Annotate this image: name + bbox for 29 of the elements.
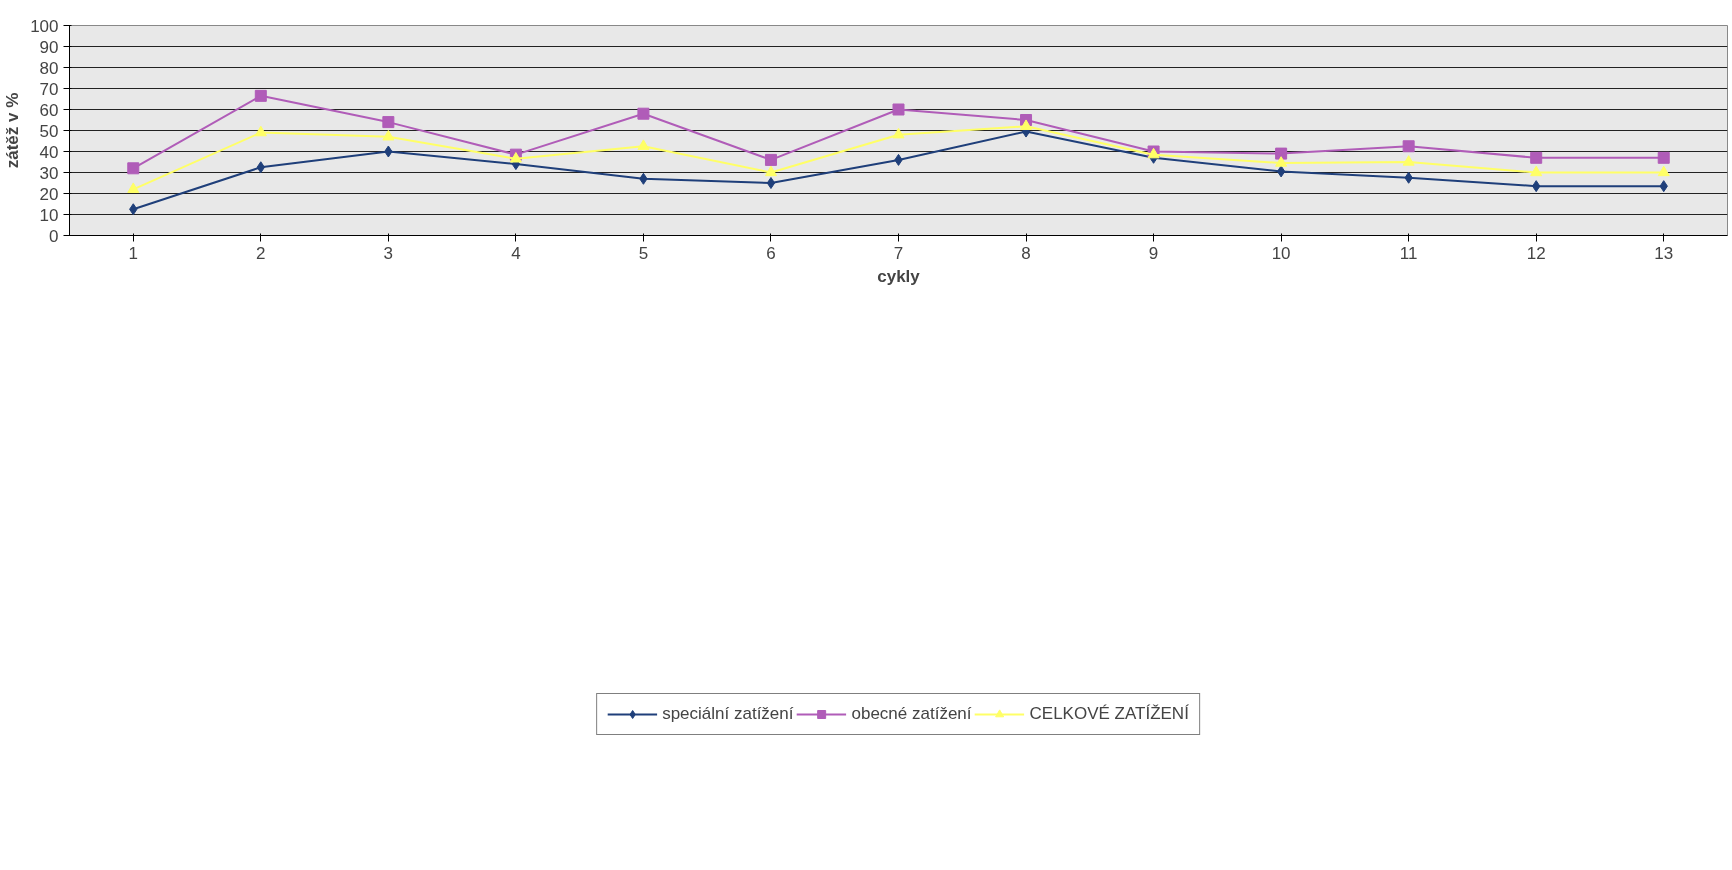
legend-label: speciální zatížení xyxy=(662,704,794,724)
x-tick-label: 1 xyxy=(128,243,139,263)
x-axis-title: cykly xyxy=(877,266,921,286)
legend-label: obecné zatížení xyxy=(851,704,972,724)
x-tick-label: 7 xyxy=(893,243,904,263)
x-tick-label: 13 xyxy=(1654,243,1674,263)
legend-label: CELKOVÉ ZATÍŽENÍ xyxy=(1029,704,1189,724)
x-tick-label: 4 xyxy=(511,243,521,263)
x-tick-label: 10 xyxy=(1271,243,1291,263)
x-tick-label: 11 xyxy=(1399,243,1418,263)
y-tick-label: 60 xyxy=(39,100,59,120)
x-tick-label: 6 xyxy=(766,243,776,263)
y-tick-label: 90 xyxy=(39,37,59,57)
y-tick-label: 30 xyxy=(39,163,59,183)
x-tick-label: 5 xyxy=(638,243,649,263)
x-tick-label: 2 xyxy=(256,243,266,263)
y-tick-label: 100 xyxy=(30,16,59,36)
y-tick-label: 0 xyxy=(49,226,59,246)
x-tick-label: 12 xyxy=(1526,243,1546,263)
y-tick-label: 10 xyxy=(39,205,59,225)
x-tick-label: 9 xyxy=(1148,243,1159,263)
y-tick-label: 80 xyxy=(39,58,59,78)
y-tick-label: 70 xyxy=(39,79,59,99)
y-tick-label: 40 xyxy=(39,142,59,162)
x-tick-label: 8 xyxy=(1021,243,1031,263)
y-axis-title: zátěž v % xyxy=(3,92,23,169)
y-tick-label: 20 xyxy=(39,184,59,204)
y-tick-label: 50 xyxy=(39,121,59,141)
x-tick-label: 3 xyxy=(383,243,394,263)
